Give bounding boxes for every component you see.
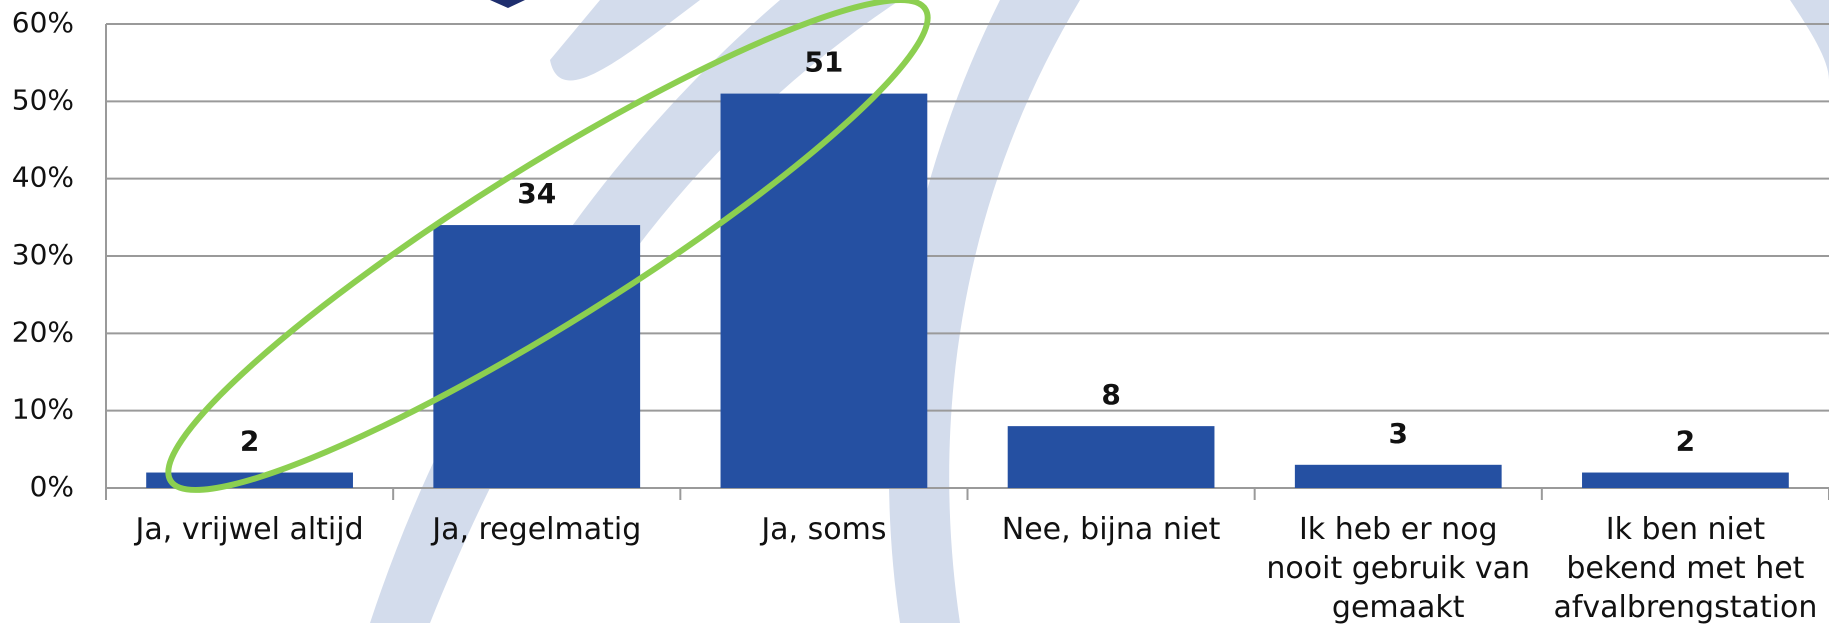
highlight-ellipse: [165, 0, 931, 493]
bar: [1294, 464, 1502, 488]
data-label: 8: [1101, 378, 1120, 411]
x-tick-label: Nee, bijna niet: [1001, 512, 1221, 547]
y-tick-label: 0%: [30, 470, 74, 503]
x-tick-label: Ja, regelmatig: [432, 512, 642, 547]
x-tick-label: Ja, soms: [761, 512, 887, 547]
x-tick-label: Ik heb er nog nooit gebruik van gemaakt: [1266, 512, 1531, 625]
data-label: 3: [1389, 417, 1408, 450]
bar: [433, 225, 641, 489]
bar: [1007, 426, 1215, 488]
y-tick-label: 40%: [12, 161, 74, 194]
data-label: 2: [240, 425, 259, 458]
data-label: 51: [804, 46, 843, 79]
y-tick-label: 50%: [12, 83, 74, 116]
x-tick-label: Ik ben niet bekend met het afvalbrengsta…: [1553, 512, 1818, 625]
x-tick-label: Ja, vrijwel altijd: [135, 512, 364, 547]
data-label: 34: [517, 177, 556, 210]
bar: [720, 93, 928, 488]
data-label: 2: [1676, 425, 1695, 458]
y-tick-label: 60%: [12, 6, 74, 39]
bar: [1582, 472, 1789, 488]
background-decoration: [370, 0, 1829, 623]
y-tick-label: 20%: [12, 315, 74, 348]
y-tick-label: 30%: [12, 238, 74, 271]
y-tick-label: 10%: [12, 393, 74, 426]
logo-fragment: [490, 0, 525, 8]
